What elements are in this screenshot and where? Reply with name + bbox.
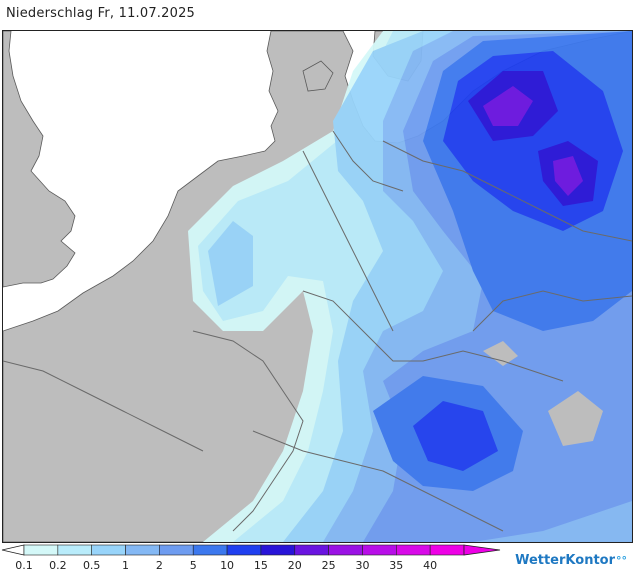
- dry-area-alps: [548, 391, 603, 446]
- legend-cell: [429, 544, 465, 556]
- land-great-britain: [3, 31, 76, 288]
- legend-arrow-right: [463, 544, 501, 556]
- legend-label: 25: [321, 559, 336, 572]
- legend-cell: [91, 544, 126, 556]
- legend-cell: [260, 544, 296, 556]
- map-svg: [3, 31, 632, 542]
- logo-mark: °°: [616, 554, 627, 567]
- logo-text: WetterKontor: [515, 553, 615, 568]
- legend-label: 35: [389, 559, 404, 572]
- legend-cell: [57, 544, 92, 556]
- legend-cell: [396, 544, 431, 556]
- legend-label: 0.1: [15, 559, 33, 572]
- dry-area-east: [483, 341, 518, 366]
- country-borders: [3, 130, 632, 532]
- legend-label: 40: [423, 559, 438, 572]
- legend-label: 2: [155, 559, 163, 572]
- legend-cell: [23, 544, 59, 556]
- precipitation-legend: 0.1 0.2 0.5 1 2 5 10 15 20 25 30 35 40: [0, 543, 510, 580]
- legend-label: 0.5: [82, 559, 101, 572]
- legend-cell: [328, 544, 363, 556]
- land-danish-islands: [302, 60, 334, 92]
- wetterkontor-logo[interactable]: WetterKontor°°: [515, 553, 627, 568]
- legend-bar: [1, 544, 501, 556]
- legend-cell: [192, 544, 228, 556]
- legend-label: 0.2: [49, 559, 67, 572]
- legend-label: 15: [253, 559, 268, 572]
- legend-label: 5: [189, 559, 197, 572]
- legend-label: 10: [220, 559, 235, 572]
- precipitation-map[interactable]: [2, 30, 633, 543]
- legend-cell: [226, 544, 262, 556]
- legend-cell: [159, 544, 194, 556]
- precipitation-layer: [188, 31, 632, 542]
- map-title: Niederschlag Fr, 11.07.2025: [6, 6, 196, 21]
- legend-label: 30: [355, 559, 370, 572]
- legend-cell: [294, 544, 329, 556]
- legend-label: 1: [122, 559, 130, 572]
- legend-cell: [362, 544, 397, 556]
- legend-arrow-left: [1, 544, 25, 556]
- legend-cell: [125, 544, 160, 556]
- legend-label: 20: [287, 559, 302, 572]
- legend-cells: [23, 544, 465, 556]
